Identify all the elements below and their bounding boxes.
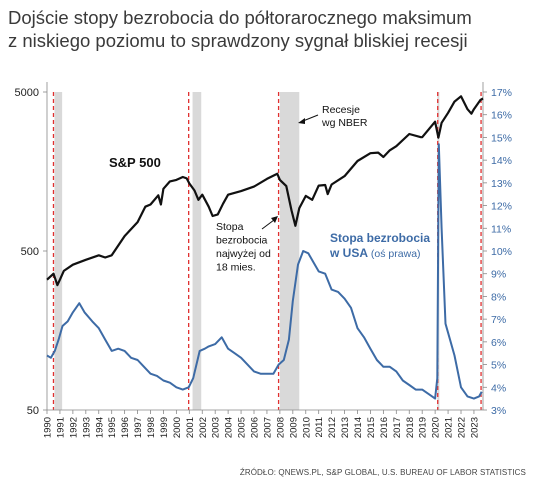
x-tick-label-18: 2008 (275, 417, 286, 438)
right-tick-label-2: 5% (491, 360, 506, 372)
x-tick-label-26: 2016 (379, 417, 390, 438)
chart-title-line-2: z niskiego poziomu to sprawdzony sygnał … (8, 30, 468, 51)
right-tick-label-12: 15% (491, 132, 512, 144)
right-tick-label-5: 8% (491, 291, 506, 303)
right-tick-label-11: 14% (491, 155, 512, 167)
x-tick-label-32: 2022 (457, 417, 468, 438)
x-tick-label-22: 2012 (327, 417, 338, 438)
x-tick-label-25: 2015 (366, 417, 377, 438)
x-tick-label-19: 2009 (288, 417, 299, 438)
plot-frame (46, 82, 484, 411)
left-tick-label-1: 500 (21, 246, 39, 258)
x-tick-label-27: 2017 (392, 417, 403, 438)
unemployment-label-line-0: Stopa bezrobocia (330, 231, 430, 245)
signal-label-line-0: Stopa (216, 221, 244, 233)
right-tick-label-6: 9% (491, 269, 506, 281)
left-tick-label-0: 50 (27, 405, 39, 417)
x-axis-ticks: 1990 1991 1992 1993 1994 1995 1996 1997 1998 1999… (43, 410, 480, 438)
x-tick-label-12: 2002 (198, 417, 209, 438)
right-tick-label-14: 17% (491, 87, 512, 99)
x-tick-label-10: 2000 (172, 417, 183, 438)
x-tick-label-7: 1997 (133, 417, 144, 438)
unemployment-series-line (46, 143, 483, 400)
signal-label-line-2: najwyżej od (216, 248, 271, 260)
recession-band-2 (279, 92, 300, 410)
x-tick-label-28: 2018 (405, 417, 416, 438)
x-tick-label-31: 2021 (444, 417, 455, 438)
x-tick-label-11: 2001 (185, 417, 196, 438)
right-tick-label-3: 6% (491, 337, 506, 349)
recession-label-line-0: Recesje (322, 104, 360, 116)
recession-band-0 (54, 92, 63, 410)
right-tick-label-8: 11% (491, 223, 511, 235)
left-axis-ticks: 50 500 5000 (15, 87, 47, 417)
source-note: ŹRÓDŁO: QNEWS.PL, S&P GLOBAL, U.S. BUREA… (239, 468, 526, 477)
recession-arrow-head (298, 118, 305, 124)
x-tick-label-21: 2011 (314, 417, 325, 437)
x-tick-label-16: 2006 (250, 417, 261, 438)
right-tick-label-13: 16% (491, 110, 512, 122)
chart-title: Dojście stopy bezrobocia do półtoraroczn… (8, 6, 528, 52)
right-axis-ticks: 3% 4% 5% 6% 7% 8% 9% 10% 11% 12% 13% 14% 15% 16% 17% (483, 87, 512, 417)
x-tick-label-20: 2010 (301, 417, 312, 438)
sp500-series-line (46, 95, 484, 287)
recession-label-line-1: wg NBER (321, 117, 368, 129)
right-tick-label-1: 4% (491, 382, 506, 394)
chart-title-line-1: Dojście stopy bezrobocia do półtoraroczn… (8, 7, 472, 28)
x-tick-label-6: 1996 (120, 417, 131, 438)
x-tick-label-24: 2014 (353, 417, 364, 438)
x-tick-label-9: 1999 (159, 417, 170, 438)
x-tick-label-4: 1994 (94, 417, 105, 438)
x-tick-label-3: 1993 (81, 417, 92, 438)
recession-arrow-line (302, 114, 319, 122)
x-tick-label-0: 1990 (43, 417, 54, 438)
x-tick-label-23: 2013 (340, 417, 351, 438)
x-tick-label-14: 2004 (224, 417, 235, 438)
series-lines (46, 95, 484, 400)
x-tick-label-29: 2019 (418, 417, 429, 438)
unemployment-axis-note: (oś prawa) (368, 248, 421, 260)
x-tick-label-8: 1998 (146, 417, 157, 438)
x-tick-label-30: 2020 (431, 417, 442, 438)
x-tick-label-15: 2005 (237, 417, 248, 438)
right-tick-label-10: 13% (491, 178, 512, 190)
right-tick-label-9: 12% (491, 201, 512, 213)
signal-label-line-3: 18 mies. (216, 262, 256, 274)
signal-arrow-line (261, 219, 275, 230)
unemployment-label-line-1: w USA (oś prawa) (329, 246, 421, 260)
x-tick-label-1: 1991 (55, 417, 66, 438)
right-tick-label-7: 10% (491, 246, 512, 258)
right-tick-label-0: 3% (491, 405, 506, 417)
x-tick-label-33: 2023 (469, 417, 480, 438)
right-tick-label-4: 7% (491, 314, 506, 326)
x-tick-label-5: 1995 (107, 417, 118, 438)
x-tick-label-2: 1992 (68, 417, 79, 438)
x-tick-label-13: 2003 (211, 417, 222, 438)
x-tick-label-17: 2007 (262, 417, 273, 438)
signal-lines (52, 92, 482, 410)
sp500-label: S&P 500 (109, 155, 161, 170)
left-tick-label-2: 5000 (15, 87, 39, 99)
recession-band-1 (192, 92, 202, 410)
signal-arrow-head (271, 216, 278, 223)
signal-label-line-1: bezrobocia (216, 235, 268, 247)
